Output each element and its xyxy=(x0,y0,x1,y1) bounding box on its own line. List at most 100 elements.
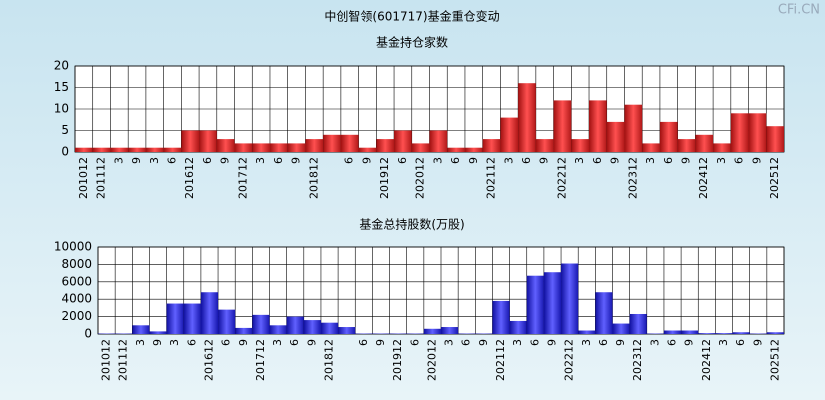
bar xyxy=(181,130,200,152)
x-tick-label: 3 xyxy=(644,157,657,164)
bar xyxy=(252,143,270,152)
y-tick-label: 0 xyxy=(61,145,69,159)
bar xyxy=(535,139,554,152)
x-tick-label: 201812 xyxy=(323,339,336,381)
x-tick-label: 9 xyxy=(750,157,763,164)
chart-title: 基金持仓家数 xyxy=(376,35,448,50)
x-tick-label: 201612 xyxy=(183,157,196,199)
x-tick-label: 202312 xyxy=(626,157,639,199)
x-tick-label: 202412 xyxy=(700,339,713,381)
x-tick-label: 9 xyxy=(360,157,373,164)
bar xyxy=(553,100,572,152)
y-tick-label: 5 xyxy=(61,123,69,137)
bar xyxy=(394,130,412,152)
x-tick-label: 9 xyxy=(130,157,143,164)
x-tick-label: 201012 xyxy=(77,157,90,199)
bar xyxy=(612,323,630,334)
x-tick-label: 6 xyxy=(666,339,679,346)
bar xyxy=(681,330,699,334)
x-tick-label: 3 xyxy=(573,157,586,164)
x-tick-label: 9 xyxy=(374,339,387,346)
x-tick-label: 6 xyxy=(734,339,747,346)
x-tick-label: 6 xyxy=(288,339,301,346)
x-tick-label: 9 xyxy=(467,157,480,164)
bar xyxy=(441,327,459,334)
bar xyxy=(500,117,519,152)
x-tick-label: 3 xyxy=(502,157,515,164)
x-tick-label: 6 xyxy=(396,157,409,164)
y-tick-label: 8000 xyxy=(61,257,92,271)
x-tick-label: 6 xyxy=(201,157,214,164)
bar xyxy=(234,143,253,152)
bar xyxy=(698,333,716,334)
y-tick-label: 2000 xyxy=(61,309,92,323)
y-tick-label: 0 xyxy=(84,327,92,341)
x-tick-label: 3 xyxy=(134,339,147,346)
x-tick-label: 202412 xyxy=(697,157,710,199)
bar xyxy=(766,332,784,334)
watermark: CFi.CN xyxy=(778,3,820,18)
x-tick-label: 3 xyxy=(580,339,593,346)
x-tick-label: 6 xyxy=(220,339,233,346)
x-tick-label: 9 xyxy=(683,339,696,346)
x-tick-label: 6 xyxy=(272,157,285,164)
x-tick-label: 9 xyxy=(305,339,318,346)
x-tick-label: 6 xyxy=(591,157,604,164)
x-tick-label: 9 xyxy=(219,157,232,164)
bar xyxy=(358,147,377,152)
bar xyxy=(216,139,235,152)
x-tick-label: 3 xyxy=(271,339,284,346)
bar xyxy=(338,327,356,334)
x-tick-label: 3 xyxy=(511,339,524,346)
x-tick-label: 6 xyxy=(449,157,462,164)
x-tick-label: 201612 xyxy=(202,339,215,381)
bar xyxy=(509,320,527,334)
bar xyxy=(199,130,217,152)
bar xyxy=(482,139,501,152)
bar xyxy=(376,139,395,152)
x-tick-label: 9 xyxy=(477,339,490,346)
x-tick-label: 6 xyxy=(662,157,675,164)
x-tick-label: 3 xyxy=(168,339,181,346)
x-tick-label: 3 xyxy=(648,339,661,346)
bar xyxy=(766,126,784,152)
bar xyxy=(286,316,304,334)
x-tick-label: 6 xyxy=(520,157,533,164)
x-tick-label: 9 xyxy=(290,157,303,164)
bar xyxy=(715,333,733,334)
x-tick-label: 6 xyxy=(733,157,746,164)
bar xyxy=(543,272,562,334)
x-tick-label: 9 xyxy=(538,157,551,164)
bar xyxy=(429,130,448,152)
x-tick-label: 6 xyxy=(343,157,356,164)
x-tick-label: 3 xyxy=(443,339,456,346)
x-tick-label: 202512 xyxy=(768,339,781,381)
bar xyxy=(303,320,321,334)
bar xyxy=(677,139,696,152)
x-tick-label: 6 xyxy=(528,339,541,346)
x-tick-label: 9 xyxy=(237,339,250,346)
x-tick-label: 9 xyxy=(680,157,693,164)
bar xyxy=(713,143,731,152)
bar xyxy=(624,104,643,152)
x-tick-label: 9 xyxy=(609,157,622,164)
bar xyxy=(149,331,167,334)
bar xyxy=(589,100,607,152)
bar xyxy=(518,83,536,152)
x-tick-label: 201712 xyxy=(254,339,267,381)
x-tick-label: 9 xyxy=(614,339,627,346)
bar xyxy=(659,121,678,152)
page-title: 中创智领(601717)基金重仓变动 xyxy=(324,9,499,24)
bar xyxy=(642,143,660,152)
bar xyxy=(166,303,184,334)
bar xyxy=(526,275,544,334)
bar xyxy=(663,330,682,334)
x-tick-label: 3 xyxy=(715,157,728,164)
bar xyxy=(92,147,111,152)
x-tick-label: 9 xyxy=(545,339,558,346)
bar xyxy=(163,147,182,152)
bar xyxy=(218,309,236,334)
bar xyxy=(748,113,767,152)
x-tick-label: 202112 xyxy=(494,339,507,381)
y-tick-label: 10000 xyxy=(54,240,92,254)
